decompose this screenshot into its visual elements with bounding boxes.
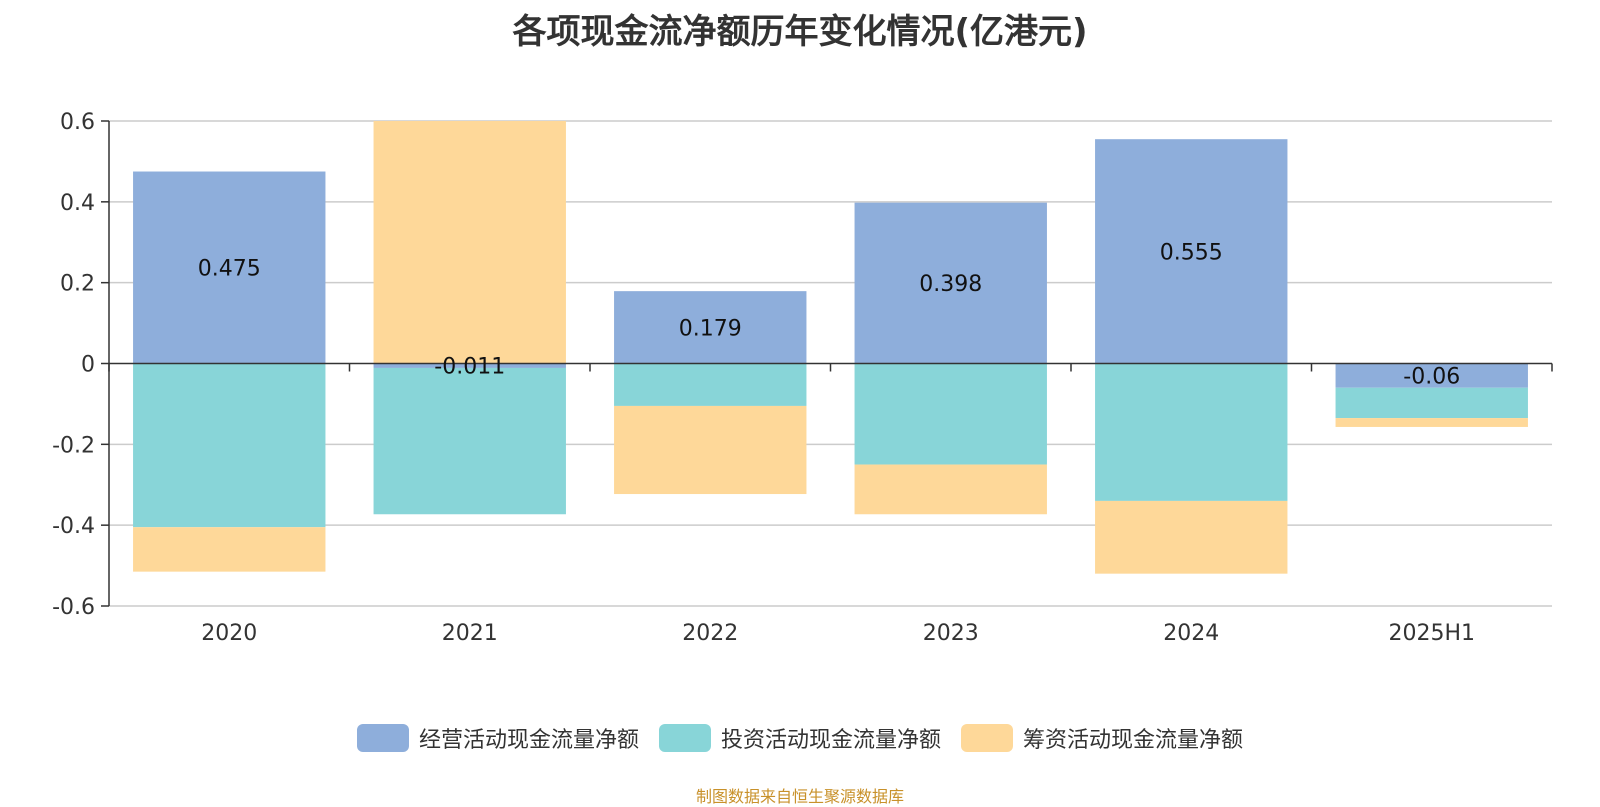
legend-label: 投资活动现金流量净额 bbox=[720, 728, 941, 753]
legend-item[interactable]: 经营活动现金流量净额 bbox=[356, 722, 639, 754]
legend-swatch bbox=[658, 724, 711, 752]
y-tick-label: -0.4 bbox=[52, 514, 95, 539]
y-tick-label: 0.6 bbox=[60, 110, 95, 135]
source-note: 制图数据来自恒生聚源数据库 bbox=[695, 787, 904, 806]
x-tick-label: 2024 bbox=[1163, 621, 1219, 646]
y-tick-label: 0.4 bbox=[60, 191, 95, 216]
legend-swatch bbox=[356, 724, 409, 752]
bar-layer bbox=[133, 121, 1528, 574]
bar-segment bbox=[133, 171, 326, 364]
grid-layer bbox=[109, 120, 1552, 607]
data-label: 0.179 bbox=[679, 316, 742, 341]
label-layer: 0.475 -0.011 0.179 0.398 0.555 -0.06 bbox=[198, 240, 1460, 389]
bar-segment bbox=[614, 291, 807, 364]
bar-segment bbox=[373, 121, 566, 364]
bar-segment bbox=[1095, 500, 1288, 574]
bar-segment bbox=[133, 363, 326, 528]
y-tick-label: -0.6 bbox=[52, 595, 95, 620]
data-label: 0.555 bbox=[1160, 240, 1223, 265]
legend-label: 经营活动现金流量净额 bbox=[418, 728, 639, 753]
chart-title: 各项现金流净额历年变化情况(亿港元) bbox=[512, 12, 1088, 52]
x-tick-label: 2022 bbox=[682, 621, 738, 646]
bar-segment bbox=[854, 202, 1047, 364]
bar-segment bbox=[1335, 418, 1528, 427]
bar-segment bbox=[614, 363, 807, 406]
legend-item[interactable]: 筹资活动现金流量净额 bbox=[961, 722, 1243, 754]
data-label: -0.011 bbox=[434, 355, 505, 380]
bar-segment bbox=[373, 367, 566, 515]
data-label: 0.475 bbox=[198, 257, 261, 282]
legend-item[interactable]: 投资活动现金流量净额 bbox=[658, 722, 941, 754]
x-tick-label: 2021 bbox=[442, 621, 498, 646]
axis-layer: 0.6 0.4 0.2 0 -0.2 -0.4 -0.6 2020 2021 2022 2023 20… bbox=[52, 110, 1553, 646]
y-tick-label: 0.2 bbox=[60, 272, 95, 297]
data-label: -0.06 bbox=[1403, 365, 1460, 390]
legend-label: 筹资活动现金流量净额 bbox=[1023, 728, 1244, 753]
bar-segment bbox=[854, 363, 1047, 465]
x-tick-label: 2025H1 bbox=[1388, 621, 1475, 646]
bar-segment bbox=[614, 405, 807, 495]
bar-segment bbox=[1095, 363, 1288, 501]
data-label: 0.398 bbox=[919, 272, 982, 297]
bar-segment bbox=[373, 363, 566, 368]
x-tick-label: 2023 bbox=[923, 621, 979, 646]
bar-segment bbox=[1095, 139, 1288, 364]
y-tick-label: 0 bbox=[81, 353, 95, 378]
bar-segment bbox=[854, 464, 1047, 515]
x-tick-label: 2020 bbox=[201, 621, 257, 646]
legend-swatch bbox=[961, 724, 1013, 752]
bar-segment bbox=[1335, 387, 1528, 419]
bar-segment bbox=[1335, 363, 1528, 388]
y-tick-label: -0.2 bbox=[52, 433, 95, 458]
legend: 经营活动现金流量净额 投资活动现金流量净额 筹资活动现金流量净额 bbox=[0, 722, 1600, 754]
bar-segment bbox=[133, 527, 326, 572]
